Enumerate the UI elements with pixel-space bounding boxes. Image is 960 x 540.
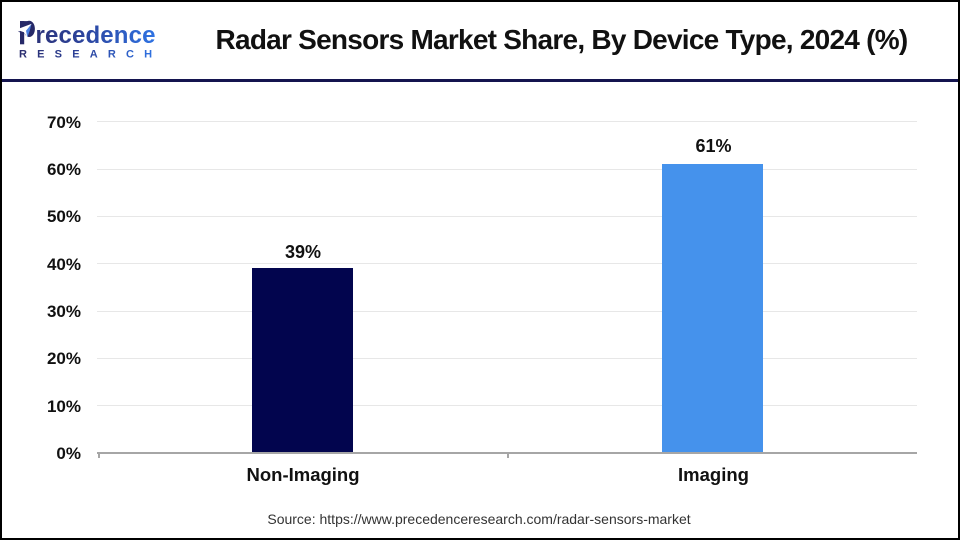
svg-text:RESEARCH: RESEARCH <box>19 49 162 61</box>
svg-text:recedence: recedence <box>36 22 156 49</box>
